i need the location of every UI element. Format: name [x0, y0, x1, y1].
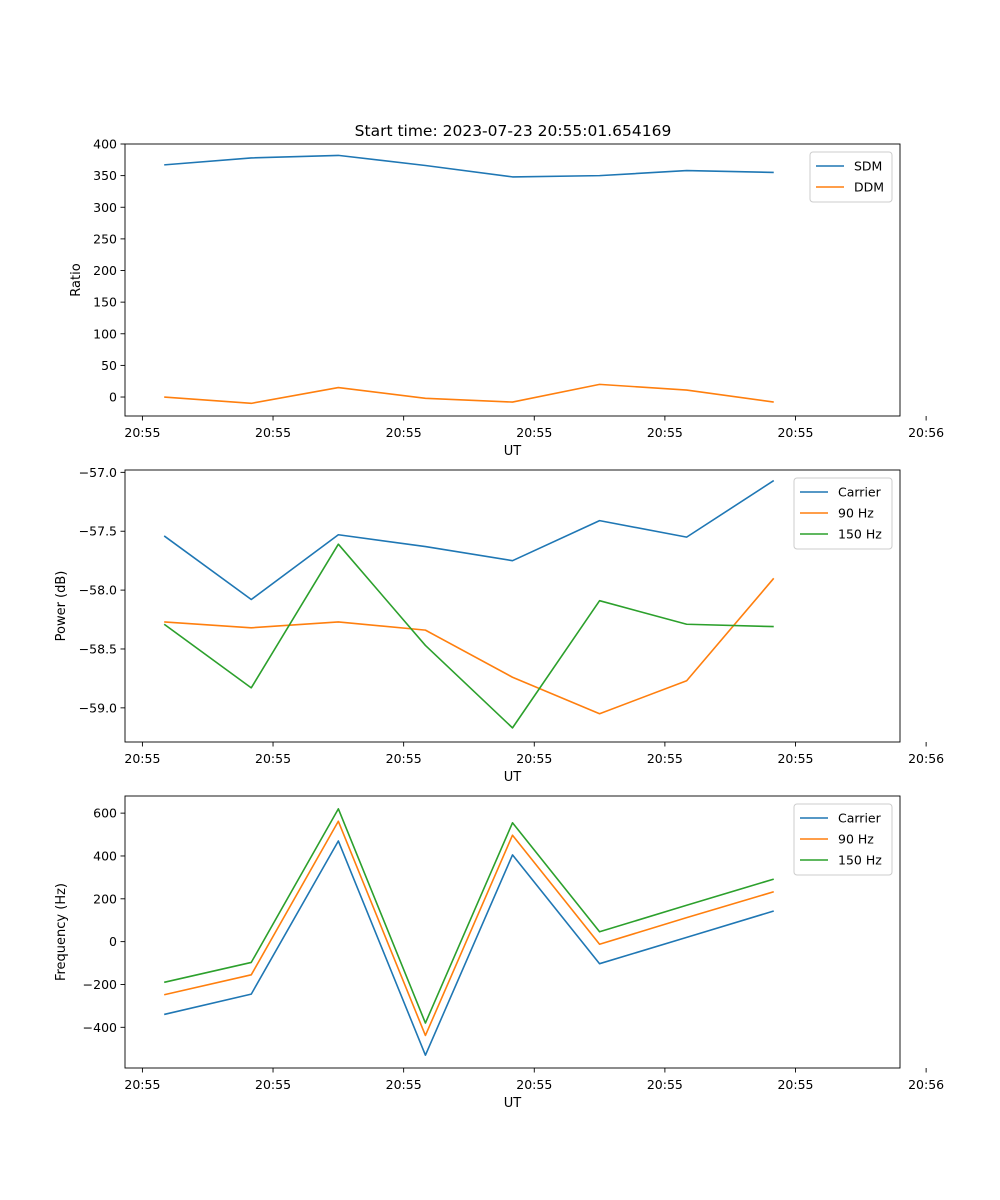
series-line-150-hz — [164, 808, 774, 1024]
y-tick-label: 400 — [93, 137, 117, 152]
y-axis-label: Frequency (Hz) — [54, 883, 69, 981]
y-tick-label: 250 — [93, 231, 117, 246]
legend-label-150-hz: 150 Hz — [838, 527, 882, 542]
legend-label-90-hz: 90 Hz — [838, 832, 874, 847]
y-tick-label: 200 — [93, 891, 117, 906]
legend-label-sdm: SDM — [854, 159, 882, 174]
series-line-150-hz — [163, 543, 774, 729]
legend: Carrier 90 Hz 150 Hz — [793, 477, 893, 550]
series-line-carrier — [163, 479, 775, 601]
x-tick-label: 20:55 — [516, 425, 552, 440]
series-line-sdm — [164, 154, 774, 178]
series-line-ddm — [164, 383, 774, 405]
legend-label-carrier: Carrier — [838, 485, 882, 500]
axes-frame — [124, 795, 901, 1069]
x-tick-label: 20:55 — [647, 751, 683, 766]
y-tick-label: −400 — [83, 1020, 117, 1035]
x-tick-label: 20:55 — [516, 751, 552, 766]
y-tick-label: 100 — [93, 326, 117, 341]
series-line-90-hz — [164, 820, 774, 1037]
x-tick-label: 20:55 — [124, 1077, 160, 1092]
y-tick-label: 600 — [93, 806, 117, 821]
legend-label-90-hz: 90 Hz — [838, 506, 874, 521]
legend-box — [793, 477, 893, 550]
y-tick-label: 0 — [109, 390, 117, 405]
legend-label-150-hz: 150 Hz — [838, 853, 882, 868]
y-tick-label: 50 — [101, 358, 117, 373]
y-tick-label: −57.5 — [79, 524, 117, 539]
axes-frame — [124, 469, 901, 743]
y-tick-label: −59.0 — [79, 700, 117, 715]
x-axis-label: UT — [504, 1096, 522, 1111]
x-tick-label: 20:55 — [255, 751, 291, 766]
y-axis-label: Power (dB) — [54, 571, 69, 642]
x-axis-label: UT — [504, 770, 522, 785]
figure-title: Start time: 2023-07-23 20:55:01.654169 — [355, 122, 672, 140]
y-tick-label: −57.0 — [79, 465, 117, 480]
subplot-1: 20:55 20:55 20:55 20:55 20:55 20:55 20:56 0 50 10… — [69, 137, 944, 460]
x-tick-label: 20:55 — [255, 425, 291, 440]
y-tick-label: −200 — [83, 977, 117, 992]
x-axis-label: UT — [504, 444, 522, 459]
y-tick-label: 350 — [93, 168, 117, 183]
x-tick-label: 20:55 — [777, 425, 813, 440]
subplot-2: 20:55 20:55 20:55 20:55 20:55 20:55 20:56 −59.0… — [54, 465, 944, 785]
series-line-carrier — [164, 840, 774, 1056]
x-tick-label: 20:55 — [777, 1077, 813, 1092]
y-tick-label: −58.0 — [79, 583, 117, 598]
legend-label-ddm: DDM — [854, 180, 884, 195]
legend-box — [793, 803, 893, 876]
x-tick-label: 20:56 — [908, 751, 944, 766]
x-tick-label: 20:55 — [386, 425, 422, 440]
y-axis-label: Ratio — [69, 263, 84, 296]
x-tick-label: 20:55 — [124, 751, 160, 766]
y-tick-label: 0 — [109, 934, 117, 949]
x-tick-label: 20:55 — [386, 1077, 422, 1092]
legend-label-carrier: Carrier — [838, 811, 882, 826]
y-tick-label: 400 — [93, 848, 117, 863]
axes-frame — [124, 143, 901, 417]
x-tick-label: 20:55 — [516, 1077, 552, 1092]
y-tick-label: 200 — [93, 263, 117, 278]
x-tick-label: 20:55 — [647, 1077, 683, 1092]
series-line-90-hz — [164, 577, 775, 715]
legend: Carrier 90 Hz 150 Hz — [793, 803, 893, 876]
legend: SDM DDM — [809, 151, 893, 203]
x-tick-label: 20:55 — [255, 1077, 291, 1092]
x-tick-label: 20:55 — [777, 751, 813, 766]
x-tick-label: 20:55 — [647, 425, 683, 440]
x-tick-label: 20:55 — [386, 751, 422, 766]
y-tick-label: −58.5 — [79, 641, 117, 656]
x-tick-label: 20:56 — [908, 1077, 944, 1092]
legend-box — [809, 151, 893, 203]
x-tick-label: 20:55 — [124, 425, 160, 440]
y-tick-label: 300 — [93, 200, 117, 215]
x-tick-label: 20:56 — [908, 425, 944, 440]
subplots: 20:55 20:55 20:55 20:55 20:55 20:55 20:56 0 50 10… — [54, 137, 944, 1112]
subplot-3: 20:55 20:55 20:55 20:55 20:55 20:55 20:56 −400 −… — [54, 795, 944, 1111]
y-tick-label: 150 — [93, 295, 117, 310]
